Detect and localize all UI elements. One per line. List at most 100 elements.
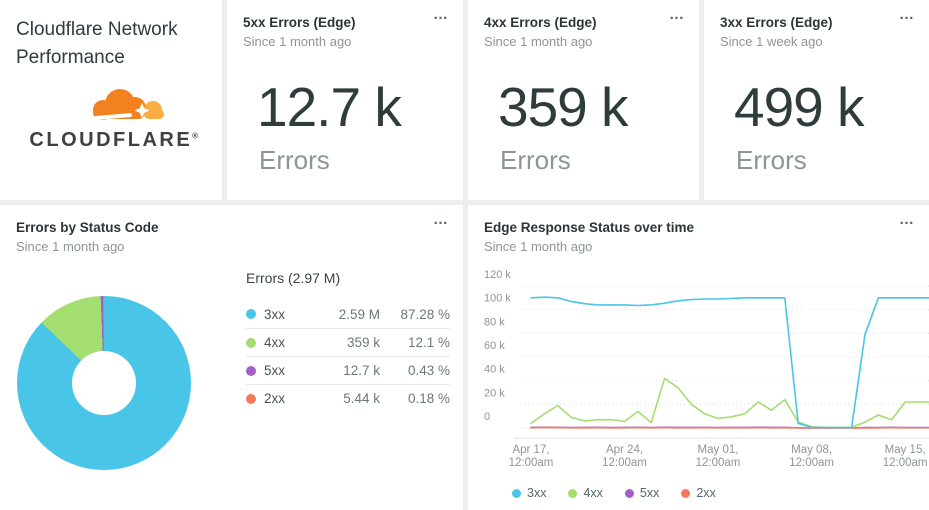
stat-value: 499 k (734, 76, 865, 138)
ellipsis-icon: … (669, 6, 685, 23)
svg-text:100 k: 100 k (484, 293, 511, 305)
registered-mark: ® (192, 131, 201, 141)
legend-label: 5xx (264, 363, 286, 378)
legend-value: 12.7 k (343, 363, 380, 378)
card-subtitle: Since 1 month ago (243, 34, 352, 49)
header-card: Cloudflare Network Performance CLOUDFLAR… (0, 0, 222, 200)
legend-dot (246, 365, 256, 376)
chart-legend-item-2xx[interactable]: 2xx (681, 485, 716, 501)
legend-dot (246, 393, 256, 404)
card-menu-button[interactable]: … (669, 6, 685, 23)
chart-legend-item-4xx[interactable]: 4xx (568, 485, 603, 501)
svg-text:May 15,: May 15, (885, 444, 926, 456)
stat-card-3xx: 3xx Errors (Edge) Since 1 week ago … 499… (704, 0, 929, 200)
card-menu-button[interactable]: … (433, 6, 449, 23)
card-menu-button[interactable]: … (433, 211, 449, 228)
svg-text:12:00am: 12:00am (696, 457, 741, 469)
stat-unit: Errors (500, 145, 571, 175)
y-grid: 120 k 100 k 80 k 60 k 40 k 20 k 0 (484, 269, 929, 429)
stat-value: 12.7 k (257, 76, 402, 138)
legend-label: 5xx (639, 486, 660, 500)
legend-row: 5xx 12.7 k 0.43 % (246, 356, 450, 384)
card-subtitle: Since 1 month ago (484, 239, 593, 254)
legend-pct: 87.28 % (400, 306, 450, 322)
legend-dot (568, 488, 578, 498)
series-lines (530, 296, 929, 429)
stat-unit: Errors (259, 145, 330, 175)
card-title: 4xx Errors (Edge) (484, 15, 597, 30)
card-subtitle: Since 1 month ago (16, 239, 125, 254)
legend-label: 3xx (264, 306, 286, 322)
stat-unit: Errors (736, 145, 807, 175)
legend-dot (681, 488, 691, 498)
ellipsis-icon: … (899, 211, 915, 228)
donut-hole (72, 351, 136, 415)
svg-text:12:00am: 12:00am (789, 457, 834, 469)
stat-card-5xx: 5xx Errors (Edge) Since 1 month ago … 12… (227, 0, 463, 200)
pie-legend-title: Errors (2.97 M) (246, 270, 341, 286)
pie-legend-table: Errors (2.97 M) 3xx 2.59 M 87.28 % 4xx 359 k… (246, 270, 450, 470)
card-title: 5xx Errors (Edge) (243, 15, 356, 30)
card-title: Edge Response Status over time (484, 220, 695, 235)
legend-label: 3xx (527, 486, 547, 500)
ellipsis-icon: … (433, 211, 449, 228)
legend-label: 4xx (264, 335, 286, 350)
page-title: Cloudflare Network Performance (16, 19, 178, 68)
legend-row: 3xx 2.59 M 87.28 % (246, 300, 450, 328)
cloud-shape (84, 89, 164, 121)
chart-legend: 3xx 4xx 5xx 2xx (512, 485, 929, 501)
legend-dot (624, 488, 634, 498)
pie-card: Errors by Status Code Since 1 month ago … (0, 205, 463, 510)
donut-chart (17, 296, 191, 470)
ellipsis-icon: … (899, 6, 915, 23)
series-2xx (530, 426, 929, 429)
legend-row: 4xx 359 k 12.1 % (246, 328, 450, 356)
svg-text:12:00am: 12:00am (509, 457, 554, 469)
card-menu-button[interactable]: … (899, 6, 915, 23)
legend-value: 2.59 M (338, 306, 380, 322)
cloudflare-logo: CLOUDFLARE® (16, 84, 214, 152)
legend-label: 4xx (583, 486, 603, 500)
svg-text:May 01,: May 01, (698, 444, 739, 456)
legend-dot (512, 488, 521, 498)
chart-legend-item-5xx[interactable]: 5xx (624, 485, 660, 501)
legend-dot (246, 337, 256, 348)
ellipsis-icon: … (433, 6, 449, 23)
svg-text:20 k: 20 k (484, 387, 505, 399)
card-subtitle: Since 1 month ago (484, 34, 593, 49)
legend-pct: 0.43 % (407, 363, 450, 378)
svg-text:Apr 17,: Apr 17, (512, 444, 549, 456)
svg-text:60 k: 60 k (484, 340, 505, 352)
card-title: 3xx Errors (Edge) (720, 15, 833, 30)
svg-text:12:00am: 12:00am (602, 457, 647, 469)
series-3xx (530, 296, 929, 429)
legend-row: 2xx 5.44 k 0.18 % (246, 384, 450, 412)
legend-value: 359 k (346, 335, 380, 350)
chart-legend-item-3xx[interactable]: 3xx (512, 485, 546, 501)
line-chart-card: Edge Response Status over time Since 1 m… (468, 205, 929, 510)
card-subtitle: Since 1 week ago (720, 34, 823, 49)
legend-pct: 12.1 % (407, 335, 450, 350)
logo-wordmark: CLOUDFLARE® (29, 129, 201, 151)
stat-card-4xx: 4xx Errors (Edge) Since 1 month ago … 35… (468, 0, 699, 200)
svg-text:12:00am: 12:00am (883, 457, 928, 469)
legend-dot (246, 309, 256, 319)
legend-value: 5.44 k (343, 391, 380, 406)
svg-text:40 k: 40 k (484, 364, 505, 376)
card-title: Errors by Status Code (16, 220, 159, 235)
svg-text:Apr 24,: Apr 24, (606, 444, 643, 456)
series-4xx (530, 377, 929, 429)
card-menu-button[interactable]: … (899, 211, 915, 228)
svg-text:80 k: 80 k (484, 316, 505, 328)
legend-pct: 0.18 % (407, 391, 450, 406)
svg-text:0: 0 (484, 411, 490, 423)
legend-label: 2xx (264, 391, 286, 406)
svg-text:120 k: 120 k (484, 269, 511, 281)
legend-label: 2xx (696, 486, 716, 500)
stat-value: 359 k (498, 76, 629, 138)
cloudflare-cloud-icon (84, 89, 164, 121)
svg-text:May 08,: May 08, (791, 444, 832, 456)
